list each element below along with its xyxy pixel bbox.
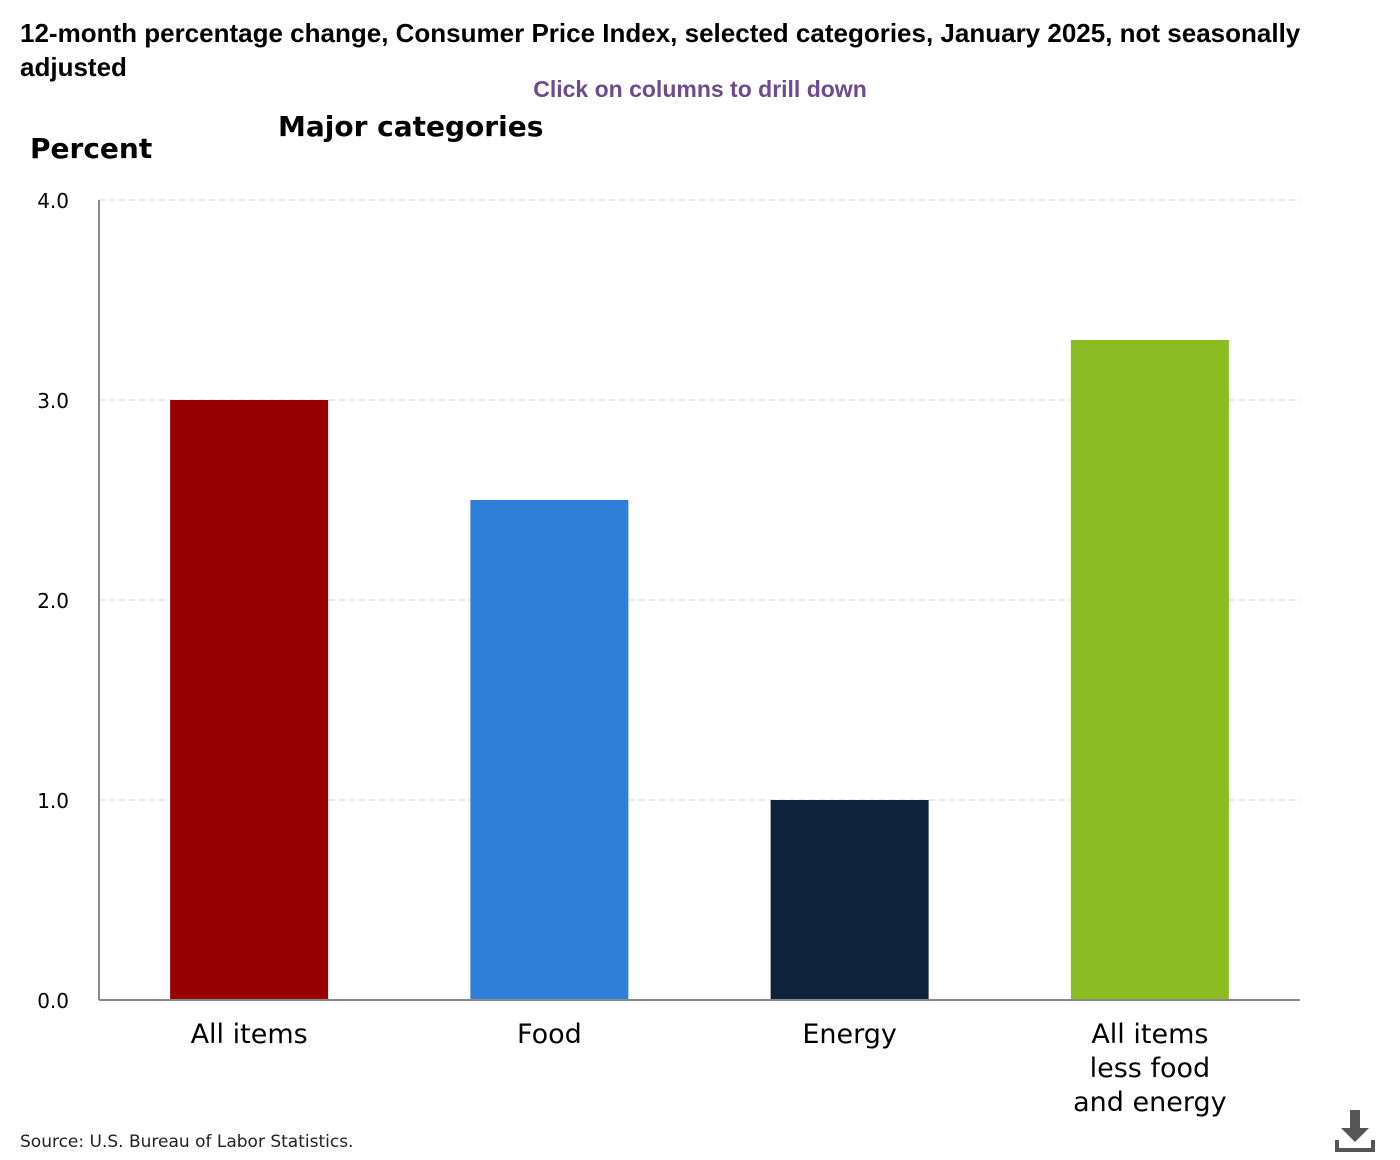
- y-tick-label: 1.0: [37, 789, 69, 813]
- x-tick-label-line: Energy: [802, 1019, 897, 1050]
- drill-down-hint[interactable]: Click on columns to drill down: [533, 76, 867, 102]
- download-icon[interactable]: [1330, 1108, 1380, 1154]
- x-tick-label: All items less food and energy: [1073, 1019, 1226, 1118]
- y-tick-label: 0.0: [37, 989, 69, 1013]
- x-tick-label-line: All items: [191, 1019, 308, 1050]
- x-tick-label: All items: [191, 1019, 308, 1050]
- bar[interactable]: [770, 800, 929, 1000]
- x-tick-label-line: Food: [517, 1019, 582, 1050]
- y-tick-label: 2.0: [37, 589, 69, 613]
- y-tick-label: 4.0: [37, 189, 69, 213]
- x-tick-label: Energy: [802, 1019, 897, 1050]
- chart-subtitle: Major categories: [278, 110, 544, 143]
- bar[interactable]: [470, 500, 629, 1000]
- x-tick-label: Food: [517, 1019, 582, 1050]
- bar[interactable]: [1070, 340, 1229, 1000]
- x-tick-label-line: and energy: [1073, 1087, 1226, 1118]
- x-tick-label-line: All items: [1091, 1019, 1208, 1050]
- y-axis-label: Percent: [30, 132, 153, 165]
- chart-title: 12-month percentage change, Consumer Pri…: [20, 18, 1301, 82]
- y-tick-label: 3.0: [37, 389, 69, 413]
- x-tick-label-line: less food: [1090, 1053, 1211, 1084]
- source-note: Source: U.S. Bureau of Labor Statistics.: [20, 1132, 354, 1152]
- bar[interactable]: [170, 400, 329, 1000]
